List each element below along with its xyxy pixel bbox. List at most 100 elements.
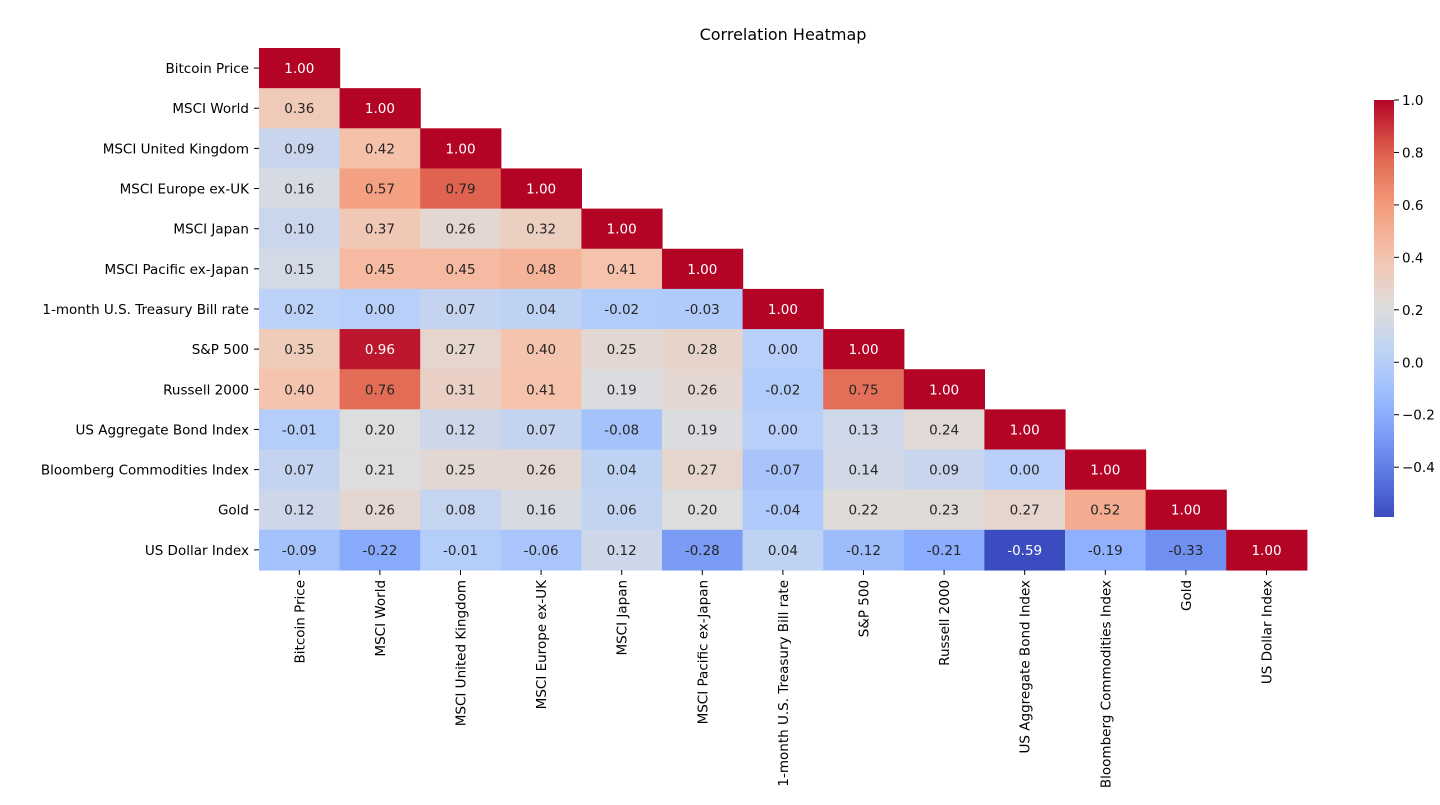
x-tick-label-msci-united-kingdom: MSCI United Kingdom (454, 580, 470, 726)
heatmap-cell-10-1 (339, 449, 421, 491)
heatmap-cell-5-0 (259, 248, 341, 290)
heatmap-cell-7-4 (581, 329, 663, 370)
y-tick-label-s-p-500: S&P 500 (192, 342, 249, 358)
heatmap-cell-10-8 (903, 449, 985, 491)
heatmap-cell-8-6 (742, 369, 824, 410)
heatmap-cell-11-7 (823, 489, 905, 531)
cell-value-label: 0.26 (526, 463, 556, 479)
cell-value-label: -0.02 (765, 382, 800, 398)
cell-value-label: 0.20 (687, 503, 717, 519)
heatmap-cell-7-3 (500, 329, 582, 370)
cell-value-label: 0.15 (284, 262, 314, 278)
y-tick-label-bitcoin-price: Bitcoin Price (165, 61, 249, 77)
y-tick-label-1-month-u-s-treasury-bill-rate: 1-month U.S. Treasury Bill rate (42, 302, 249, 318)
cell-value-label: -0.06 (524, 543, 559, 559)
colorbar-ticks: 1.0 0.8 0.6 0.4 0.2 0.0 −0.2 −0.4 (1394, 93, 1435, 476)
x-tick-label-1-month-u-s-treasury-bill-rate: 1-month U.S. Treasury Bill rate (776, 580, 792, 787)
heatmap-cell-9-5 (662, 409, 744, 451)
x-tick-label-russell-2000: Russell 2000 (937, 580, 953, 666)
x-tick-label-msci-pacific-ex-japan: MSCI Pacific ex-Japan (695, 580, 711, 724)
cell-value-label: 0.23 (929, 503, 959, 519)
cell-value-label: 0.32 (526, 222, 556, 238)
heatmap-cell-5-4 (581, 248, 663, 290)
heatmap-cell-2-1 (339, 128, 421, 170)
cell-value-label: 0.41 (526, 382, 556, 398)
heatmap-cell-8-0 (259, 369, 341, 410)
x-tick-label-bitcoin-price: Bitcoin Price (292, 580, 308, 664)
x-tick-label-gold: Gold (1179, 580, 1195, 611)
cell-value-label: 0.25 (445, 463, 475, 479)
cell-value-label: 0.42 (365, 141, 395, 157)
cell-value-label: -0.02 (604, 302, 639, 318)
cell-value-label: 0.00 (768, 422, 798, 438)
heatmap-cell-8-3 (500, 369, 582, 410)
cell-value-label: 1.00 (365, 101, 395, 117)
cell-value-label: 1.00 (687, 262, 717, 278)
heatmap-cell-4-3 (500, 208, 582, 250)
heatmap-cell-7-6 (742, 329, 824, 370)
cell-value-label: 1.00 (1251, 543, 1281, 559)
heatmap-cell-12-6 (742, 529, 824, 571)
heatmap-cell-9-3 (500, 409, 582, 451)
heatmap-cell-10-7 (823, 449, 905, 491)
cell-value-label: 0.07 (526, 422, 556, 438)
heatmap-cell-4-0 (259, 208, 341, 250)
heatmap-cell-2-0 (259, 128, 341, 170)
cell-value-label: -0.59 (1007, 543, 1042, 559)
cell-value-label: 0.25 (607, 342, 637, 358)
cell-value-label: 0.09 (929, 463, 959, 479)
colorbar-gradient (1374, 100, 1394, 517)
x-tick-label-bloomberg-commodities-index: Bloomberg Commodities Index (1098, 580, 1114, 788)
y-tick-label-us-dollar-index: US Dollar Index (145, 543, 249, 559)
heatmap-cell-7-7 (823, 329, 905, 370)
cell-value-label: 0.20 (365, 422, 395, 438)
cell-value-label: 0.04 (526, 302, 556, 318)
cell-value-label: 1.00 (848, 342, 878, 358)
cell-value-label: -0.22 (362, 543, 397, 559)
cell-value-label: 0.45 (365, 262, 395, 278)
cell-value-label: 0.40 (526, 342, 556, 358)
heatmap-cell-5-3 (500, 248, 582, 290)
cell-value-label: 0.13 (848, 422, 878, 438)
cell-value-label: -0.07 (765, 463, 800, 479)
heatmap-cell-8-1 (339, 369, 421, 410)
heatmap-cell-11-2 (420, 489, 502, 531)
cell-value-label: 0.02 (284, 302, 314, 318)
heatmap-cell-11-8 (903, 489, 985, 531)
heatmap-cell-11-1 (339, 489, 421, 531)
x-axis-tick-labels: Bitcoin Price MSCI World MSCI United Kingd… (292, 569, 1276, 788)
heatmap-cell-8-8 (903, 369, 985, 410)
x-tick-label-msci-europe-ex-uk: MSCI Europe ex-UK (534, 579, 550, 709)
cell-value-label: -0.33 (1168, 543, 1203, 559)
colorbar-tick-label: 0.8 (1402, 145, 1423, 161)
cell-value-label: 0.06 (607, 503, 637, 519)
heatmap-cell-9-4 (581, 409, 663, 451)
cell-value-label: -0.01 (443, 543, 478, 559)
heatmap-cell-12-12 (1226, 529, 1308, 571)
cell-value-label: 0.27 (687, 463, 717, 479)
heatmap-cell-9-6 (742, 409, 824, 451)
cell-value-label: 0.28 (687, 342, 717, 358)
heatmap-cell-9-9 (984, 409, 1066, 451)
heatmap-cell-8-5 (662, 369, 744, 410)
x-tick-label-us-dollar-index: US Dollar Index (1260, 580, 1276, 684)
cell-value-label: 0.04 (768, 543, 798, 559)
cell-value-label: 0.52 (1090, 503, 1120, 519)
heatmap-cell-10-0 (259, 449, 341, 491)
chart-title: Correlation Heatmap (700, 25, 867, 44)
heatmap-cell-7-5 (662, 329, 744, 370)
heatmap-cell-9-8 (903, 409, 985, 451)
y-tick-label-msci-united-kingdom: MSCI United Kingdom (103, 141, 249, 157)
heatmap-cell-6-6 (742, 288, 824, 330)
heatmap-cell-12-0 (259, 529, 341, 571)
cell-value-label: 1.00 (526, 182, 556, 198)
heatmap-cell-10-4 (581, 449, 663, 491)
heatmap-cell-4-4 (581, 208, 663, 250)
cell-value-label: -0.28 (685, 543, 720, 559)
cell-value-label: -0.04 (765, 503, 800, 519)
heatmap-cell-6-3 (500, 288, 582, 330)
cell-value-label: 0.75 (848, 382, 878, 398)
heatmap-cell-12-1 (339, 529, 421, 571)
cell-value-label: 0.37 (365, 222, 395, 238)
